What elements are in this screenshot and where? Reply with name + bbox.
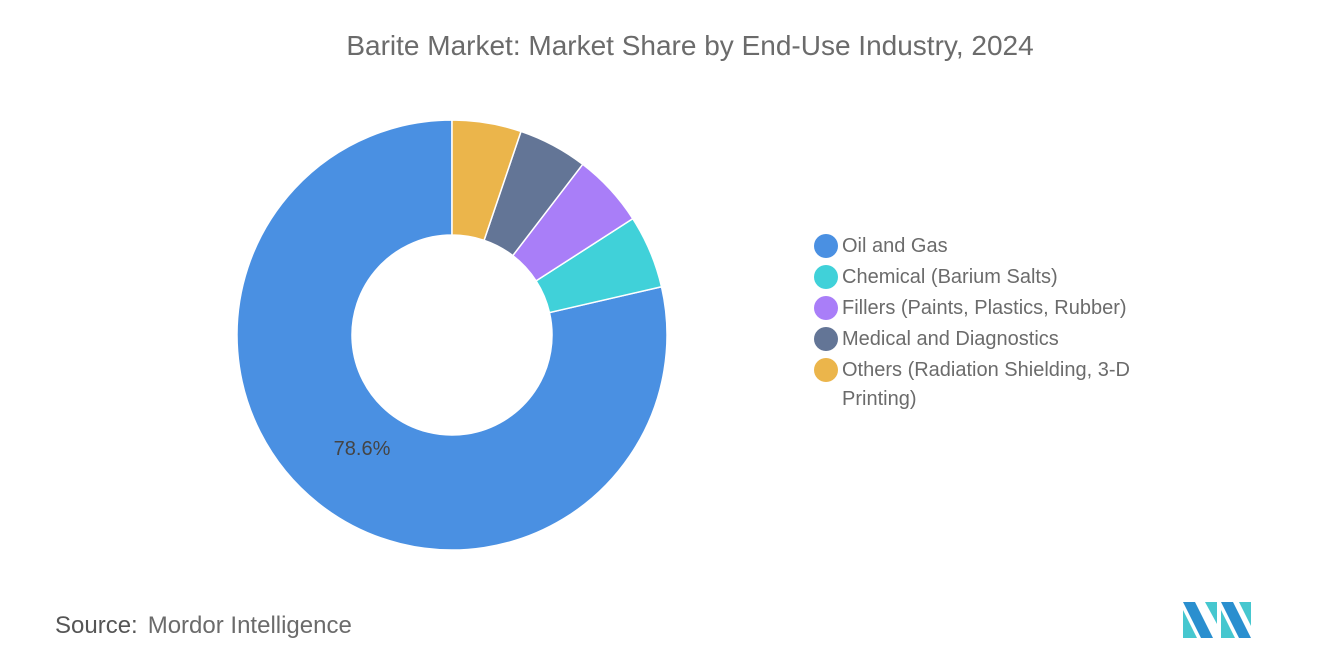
legend-swatch	[814, 296, 838, 320]
legend-swatch	[814, 358, 838, 382]
legend-item: Others (Radiation Shielding, 3-D Printin…	[814, 354, 1174, 414]
data-label: 78.6%	[334, 438, 391, 460]
slice-others-radiation-shielding-3-d-printing	[451, 119, 522, 242]
legend-label: Chemical (Barium Salts)	[842, 266, 1058, 288]
source-label: Source:	[55, 612, 138, 639]
legend-label: Others (Radiation Shielding, 3-D Printin…	[842, 359, 1130, 410]
legend-label: Oil and Gas	[842, 235, 948, 257]
slice-oil-and-gas	[236, 119, 668, 551]
legend-swatch	[814, 265, 838, 289]
mordor-intelligence-logo	[1183, 602, 1251, 638]
donut-chart: 78.6%	[236, 119, 668, 551]
legend-item: Medical and Diagnostics	[814, 323, 1174, 354]
chart-title: Barite Market: Market Share by End-Use I…	[346, 30, 1034, 61]
legend-label: Fillers (Paints, Plastics, Rubber)	[842, 297, 1127, 319]
legend-item: Fillers (Paints, Plastics, Rubber)	[814, 292, 1174, 323]
source-note: Source: Mordor Intelligence	[55, 612, 352, 640]
legend-swatch	[814, 234, 838, 258]
legend-label: Medical and Diagnostics	[842, 328, 1059, 350]
source-value: Mordor Intelligence	[147, 612, 352, 639]
legend-swatch	[814, 327, 838, 351]
legend-item: Chemical (Barium Salts)	[814, 261, 1174, 292]
legend-item: Oil and Gas	[814, 230, 1174, 261]
legend: Oil and Gas Chemical (Barium Salts) Filler…	[814, 230, 1174, 414]
